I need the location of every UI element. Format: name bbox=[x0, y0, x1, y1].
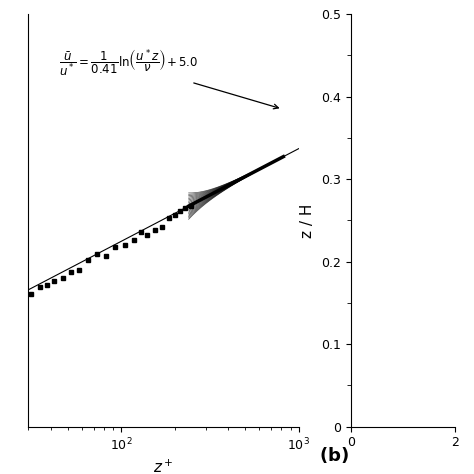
Text: $\dfrac{\bar{u}}{u^*} = \dfrac{1}{0.41}\ln\!\left(\dfrac{u^*z}{\nu}\right)\!+5.0: $\dfrac{\bar{u}}{u^*} = \dfrac{1}{0.41}\… bbox=[59, 48, 278, 109]
X-axis label: $z^+$: $z^+$ bbox=[153, 458, 174, 474]
Text: $\bf{(b)}$: $\bf{(b)}$ bbox=[319, 445, 349, 465]
Y-axis label: z / H: z / H bbox=[301, 203, 316, 237]
